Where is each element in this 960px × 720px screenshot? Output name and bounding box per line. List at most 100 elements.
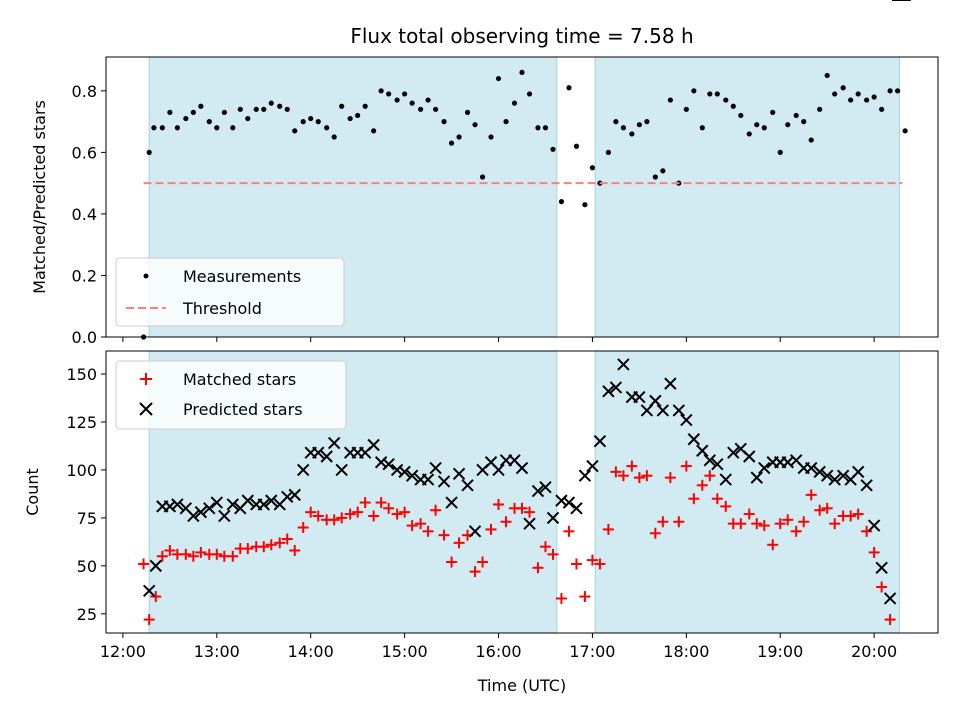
matched-stars-point [399, 506, 411, 518]
matched-stars-point [688, 493, 700, 505]
predicted-stars-point [711, 457, 724, 471]
measurements-point [237, 106, 243, 112]
predicted-stars-point [664, 377, 677, 390]
predicted-stars-point [586, 459, 599, 473]
x-tick-label: 15:00 [382, 642, 428, 661]
measurements-point [245, 115, 251, 122]
predicted-stars-point [335, 463, 348, 477]
measurements-point [620, 125, 627, 131]
measurements-point [895, 88, 901, 94]
measurements-point [723, 97, 729, 103]
measurements-point [324, 125, 330, 131]
predicted-stars-point [875, 561, 888, 574]
predicted-stars-point [680, 413, 693, 427]
predicted-stars-point [398, 465, 411, 479]
measurements-point [386, 91, 392, 97]
matched-stars-point [861, 525, 873, 537]
matched-stars-point [626, 460, 638, 472]
measurements-point [840, 85, 846, 91]
measurements-point [488, 134, 494, 140]
observing-window-bottom-2 [595, 351, 900, 633]
measurements-point [190, 109, 196, 115]
measurements-point [573, 143, 580, 149]
predicted-stars-point [163, 500, 177, 513]
matched-stars-point [532, 562, 544, 574]
predicted-stars-point [546, 511, 560, 525]
matched-stars-point [500, 516, 512, 528]
matched-stars-point [297, 521, 309, 533]
predicted-stars-point [320, 450, 333, 463]
measurements-point [683, 106, 689, 112]
legend-box-bottom [115, 360, 347, 430]
y-tick-label-bottom: 125 [66, 413, 97, 432]
predicted-stars-point [492, 463, 505, 477]
predicted-stars-point [578, 469, 592, 482]
matched-stars-point [805, 489, 817, 501]
matched-stars-point [782, 514, 794, 526]
x-axis-label: Time (UTC) [477, 676, 566, 695]
measurements-point [636, 122, 642, 128]
x-tick-label: 13:00 [194, 642, 240, 661]
matched-stars-point [305, 506, 317, 518]
x-tick-label: 17:00 [569, 642, 615, 661]
measurements-point [519, 69, 525, 75]
predicted-stars-point [609, 381, 623, 394]
y-tick-label-top: 0.6 [72, 143, 97, 162]
x-tick-label: 16:00 [475, 642, 521, 661]
measurements-point [535, 125, 541, 131]
predicted-stars-point [382, 457, 395, 471]
chart-title: Flux total observing time = 7.58 h [350, 24, 693, 48]
measurements-point [433, 106, 439, 112]
matched-stars-point [415, 518, 427, 530]
measurements-point [605, 149, 611, 155]
measurements-point [198, 103, 204, 109]
predicted-stars-point [555, 494, 568, 507]
matched-stars-point [602, 523, 614, 535]
predicted-stars-point [562, 496, 576, 509]
matched-stars-point [375, 497, 387, 509]
measurements-point [887, 88, 893, 94]
plot-area-top [140, 69, 908, 340]
predicted-stars-point [218, 509, 231, 523]
measurements-point [441, 119, 447, 125]
predicted-stars-point [429, 461, 442, 475]
measurements-point [855, 91, 861, 97]
predicted-stars-point [203, 502, 216, 515]
matched-stars-point [211, 548, 223, 560]
matched-stars-point [751, 518, 763, 530]
predicted-stars-point [281, 490, 294, 504]
matched-stars-point [359, 497, 371, 509]
measurements-point [817, 106, 823, 112]
matched-stars-point [610, 466, 622, 478]
measurements-point [479, 174, 486, 180]
matched-stars-point [868, 546, 880, 558]
measurements-point [167, 109, 173, 115]
measurements-point [714, 91, 720, 97]
matched-stars-point [673, 516, 685, 528]
matched-stars-point [289, 545, 301, 557]
predicted-stars-point [593, 434, 607, 448]
measurements-point [331, 134, 337, 140]
predicted-stars-point [367, 438, 380, 452]
predicted-stars-point [602, 385, 615, 398]
measurements-point [378, 88, 384, 94]
measurements-point [730, 103, 736, 109]
measurements-point [402, 91, 408, 97]
y-tick-label-bottom: 75 [77, 509, 97, 528]
legend-label-measurements: Measurements [183, 267, 301, 286]
measurements-point [261, 106, 267, 112]
matched-stars-point [143, 614, 155, 626]
matched-stars-point [150, 591, 162, 603]
matched-stars-point [493, 498, 505, 510]
measurements-point [558, 199, 565, 205]
y-tick-label-bottom: 150 [66, 365, 97, 384]
predicted-stars-point [750, 471, 763, 484]
legend-label-threshold: Threshold [182, 299, 262, 318]
measurements-point [417, 106, 424, 112]
y-tick-label-bottom: 50 [77, 557, 97, 576]
measurements-point [308, 115, 314, 122]
predicted-stars-point [813, 465, 826, 479]
measurements-point [667, 97, 673, 103]
measurements-point [660, 168, 666, 174]
measurements-point [140, 334, 147, 340]
